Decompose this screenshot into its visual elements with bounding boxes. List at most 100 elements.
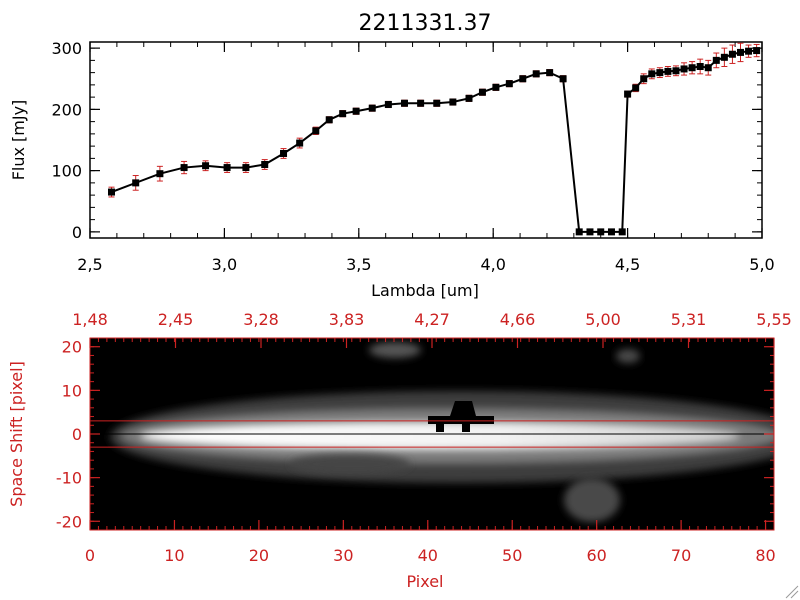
image-top-tick-label: 3,28 xyxy=(243,310,279,329)
data-point xyxy=(312,127,320,135)
data-point xyxy=(753,47,761,55)
image-x-tick-label: 60 xyxy=(586,546,606,565)
image-panel: 0 10 20 30 40 50 60 70 80 -20 -10 0 10 20 1,48 2,45 3,… xyxy=(7,310,792,591)
image-top-tick-label: 3,83 xyxy=(329,310,365,329)
data-point xyxy=(180,164,188,172)
data-point xyxy=(559,75,567,83)
data-point xyxy=(505,80,513,88)
image-x-tick-label: 0 xyxy=(85,546,95,565)
spectrum-y-tick-label: 300 xyxy=(51,39,82,58)
spectrum-x-tick-label: 3,0 xyxy=(212,255,237,274)
spectrum-x-ticks: 2,5 3,0 3,5 4,0 4,5 5,0 xyxy=(77,42,775,274)
data-point xyxy=(696,63,704,70)
data-point xyxy=(736,48,744,56)
spectrum-y-tick-label: 0 xyxy=(72,223,82,242)
spectrum-errorbars xyxy=(108,42,760,198)
data-point xyxy=(618,228,626,236)
image-y-ticks: -20 -10 0 10 20 xyxy=(56,337,774,531)
data-point xyxy=(132,179,140,187)
spectrum-plot-frame xyxy=(89,41,763,239)
data-point xyxy=(640,75,648,83)
spectrum-x-tick-label: 2,5 xyxy=(77,255,102,274)
image-x-tick-label: 10 xyxy=(164,546,184,565)
image-x-label: Pixel xyxy=(406,572,443,591)
data-point xyxy=(478,88,486,96)
image-x-tick-label: 70 xyxy=(671,546,691,565)
data-point xyxy=(296,139,304,147)
blob-upper xyxy=(369,342,421,358)
data-point xyxy=(519,75,527,83)
data-point xyxy=(223,164,231,172)
image-top-tick-label: 5,55 xyxy=(756,310,792,329)
data-point xyxy=(712,56,720,64)
data-point xyxy=(156,170,164,178)
image-x-tick-label: 80 xyxy=(755,546,775,565)
image-top-axis-ticks: 1,48 2,45 3,28 3,83 4,27 4,66 5,00 5,31 5,55 xyxy=(72,310,792,348)
data-point xyxy=(368,104,376,112)
data-point xyxy=(720,53,728,61)
data-point xyxy=(704,64,712,72)
data-point xyxy=(417,99,425,107)
data-point xyxy=(433,99,441,107)
image-y-tick-label: -10 xyxy=(56,469,82,488)
data-point xyxy=(586,228,594,236)
data-point xyxy=(492,83,500,91)
spectrum-panel: 0 100 200 300 2,5 3,0 3,5 4,0 4,5 5,0 Lambda [um… xyxy=(9,39,775,300)
image-top-tick-label: 1,48 xyxy=(72,310,108,329)
data-point xyxy=(688,64,696,72)
image-top-tick-label: 5,00 xyxy=(585,310,621,329)
resize-grip-icon[interactable] xyxy=(785,585,799,599)
image-y-tick-label: 20 xyxy=(62,338,82,357)
data-point xyxy=(664,67,672,75)
data-point xyxy=(546,69,554,77)
data-point xyxy=(465,94,473,102)
data-point xyxy=(339,110,347,118)
blob-lower-right xyxy=(564,478,620,522)
spectrum-y-tick-label: 200 xyxy=(51,100,82,119)
data-point xyxy=(632,84,640,92)
data-point xyxy=(745,47,753,55)
image-y-label: Space Shift [pixel] xyxy=(7,361,26,507)
data-point xyxy=(728,50,736,58)
data-point xyxy=(597,228,605,236)
spectrum-trace-core xyxy=(140,422,740,450)
data-point xyxy=(261,161,269,168)
blob-upper-right xyxy=(616,349,640,363)
data-point xyxy=(656,69,664,77)
blob-lower-mid xyxy=(290,454,410,474)
spectrum-y-tick-label: 100 xyxy=(51,162,82,181)
image-top-tick-label: 4,66 xyxy=(500,310,536,329)
image-content xyxy=(110,342,774,522)
image-y-tick-label: 10 xyxy=(62,381,82,400)
data-point xyxy=(672,67,680,75)
image-y-tick-label: -20 xyxy=(56,512,82,531)
data-point xyxy=(680,65,688,73)
data-point xyxy=(648,70,656,78)
data-point xyxy=(280,149,288,157)
image-x-tick-label: 40 xyxy=(418,546,438,565)
spectrum-x-tick-label: 3,5 xyxy=(346,255,371,274)
data-point xyxy=(384,100,392,108)
image-x-tick-label: 20 xyxy=(249,546,269,565)
spectrum-x-tick-label: 4,0 xyxy=(480,255,505,274)
image-y-tick-label: 0 xyxy=(72,425,82,444)
image-top-tick-label: 4,27 xyxy=(414,310,450,329)
spectrum-x-tick-label: 4,5 xyxy=(615,255,640,274)
spectrum-x-label: Lambda [um] xyxy=(371,281,479,300)
spectrum-y-label: Flux [mJy] xyxy=(9,100,28,181)
data-point xyxy=(607,228,615,236)
masked-region xyxy=(428,401,494,432)
data-point xyxy=(575,228,583,236)
data-point xyxy=(202,162,210,170)
chart-title: 2211331.37 xyxy=(359,11,492,36)
data-point xyxy=(400,99,408,107)
data-point xyxy=(108,188,116,196)
image-x-ticks: 0 10 20 30 40 50 60 70 80 xyxy=(85,338,776,565)
image-top-tick-label: 5,31 xyxy=(671,310,707,329)
image-x-tick-label: 30 xyxy=(333,546,353,565)
data-point xyxy=(242,164,250,172)
data-point xyxy=(449,98,457,106)
spectrum-markers xyxy=(108,47,761,236)
image-x-tick-label: 50 xyxy=(502,546,522,565)
